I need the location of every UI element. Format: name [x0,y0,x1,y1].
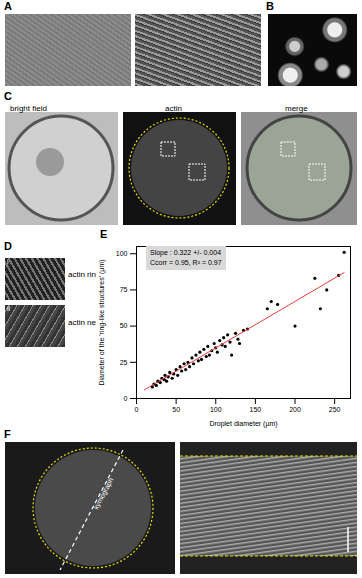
html-text:ii: ii [7,305,11,312]
svg-text:150: 150 [250,406,262,413]
html-text:F: F [4,428,11,440]
html-text:i: i [7,258,9,265]
html-text:Slope : 0.322 +/- 0.004: Slope : 0.322 +/- 0.004 [150,249,221,256]
svg-text:100: 100 [116,250,128,257]
html-text:D: D [4,240,12,252]
svg-text:200: 200 [289,406,301,413]
html-text:actin: actin [165,104,182,113]
svg-text:0: 0 [124,395,128,402]
html-text:E: E [100,228,108,240]
html-text:A: A [4,0,12,12]
html-text:Ccorr = 0.95, R² = 0.97: Ccorr = 0.95, R² = 0.97 [150,259,222,266]
svg-text:Diameter of the 'ring-like str: Diameter of the 'ring-like structures' (… [98,259,106,385]
html-text:bright field: bright field [10,104,47,113]
html-text:actin network: actin network [68,318,116,327]
svg-text:75: 75 [120,286,128,293]
svg-text:25: 25 [120,359,128,366]
svg-text:0: 0 [135,406,139,413]
svg-text:100: 100 [210,406,222,413]
html-text:kymograph: kymograph [92,476,115,511]
svg-text:Droplet diameter (µm): Droplet diameter (µm) [209,420,277,428]
html-text:actin ring: actin ring [68,270,101,279]
html-text:B: B [266,0,274,12]
html-text:merge: merge [285,104,308,113]
svg-text:250: 250 [329,406,341,413]
svg-text:50: 50 [172,406,180,413]
svg-text:50: 50 [120,322,128,329]
html-text:C: C [4,90,12,102]
